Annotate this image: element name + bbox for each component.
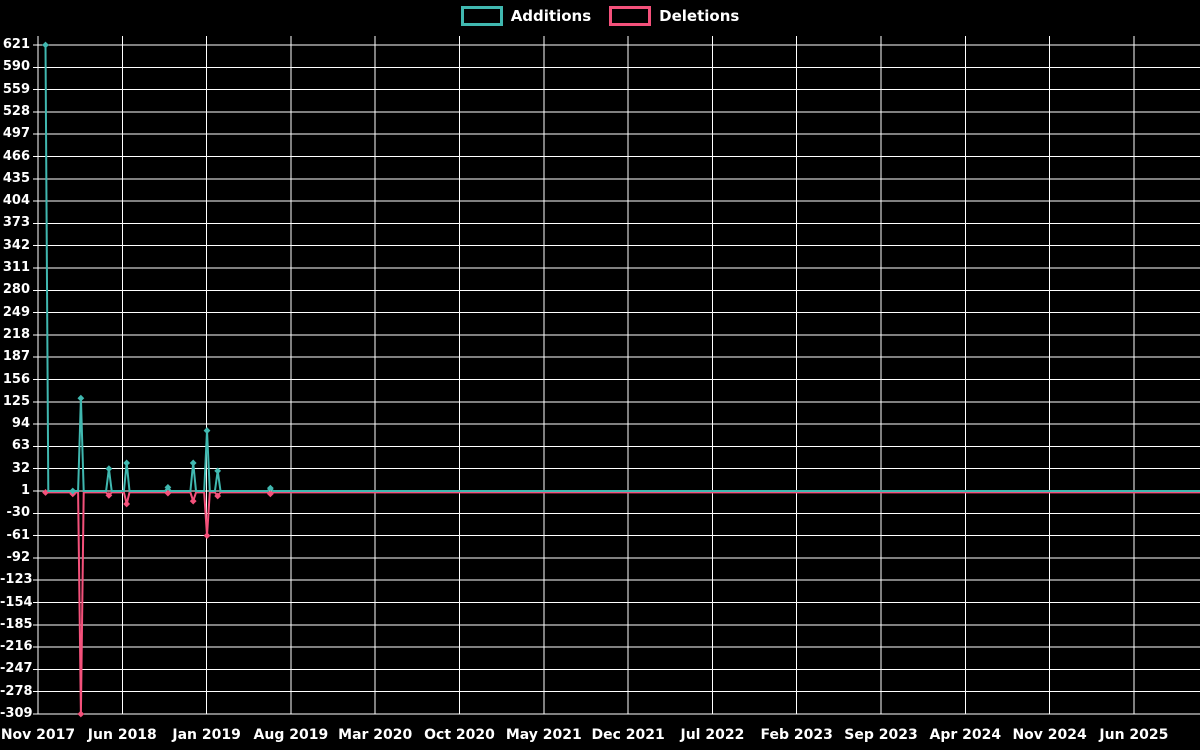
x-tick-label: Jul 2022 bbox=[680, 727, 745, 743]
x-tick-label: Dec 2021 bbox=[591, 727, 665, 743]
x-tick-label: Mar 2020 bbox=[338, 727, 413, 743]
legend-item-deletions[interactable]: Deletions bbox=[609, 6, 739, 26]
additions-marker bbox=[266, 484, 274, 492]
x-tick-label: Jun 2018 bbox=[87, 727, 157, 743]
additions-marker bbox=[105, 465, 113, 473]
y-tick-label: 559 bbox=[2, 81, 30, 97]
additions-marker bbox=[214, 467, 222, 475]
y-tick-label: 342 bbox=[2, 237, 30, 253]
y-tick-label: 94 bbox=[11, 416, 30, 432]
y-tick-label: -123 bbox=[0, 572, 33, 588]
additions-marker bbox=[69, 487, 77, 495]
deletions-swatch-icon bbox=[609, 6, 652, 26]
x-tick-label: Jun 2025 bbox=[1099, 727, 1169, 743]
y-tick-label: -92 bbox=[6, 549, 31, 565]
x-tick-label: Aug 2019 bbox=[253, 727, 329, 743]
deletions-marker bbox=[214, 492, 222, 500]
y-tick-label: 311 bbox=[2, 260, 30, 275]
deletions-marker bbox=[42, 489, 49, 496]
y-tick-label: 435 bbox=[2, 170, 30, 186]
y-tick-label: 404 bbox=[2, 193, 30, 209]
deletions-marker bbox=[105, 491, 113, 499]
deletions-marker bbox=[203, 532, 211, 539]
x-tick-label: Nov 2017 bbox=[0, 727, 76, 743]
y-tick-label: -278 bbox=[0, 683, 33, 699]
additions-marker bbox=[189, 459, 197, 467]
x-tick-label: Apr 2024 bbox=[929, 727, 1002, 743]
y-tick-label: -247 bbox=[0, 661, 33, 677]
y-tick-label: -154 bbox=[0, 594, 33, 610]
x-tick-label: Nov 2024 bbox=[1012, 727, 1087, 743]
y-tick-label: 32 bbox=[11, 460, 30, 476]
y-tick-label: 373 bbox=[2, 215, 30, 231]
y-tick-label: 249 bbox=[2, 304, 30, 320]
y-tick-label: -216 bbox=[0, 639, 33, 655]
deletions-marker bbox=[123, 500, 131, 508]
y-tick-label: 1 bbox=[20, 483, 30, 498]
y-tick-label: 218 bbox=[2, 326, 30, 342]
x-tick-label: May 2021 bbox=[505, 727, 582, 743]
additions-swatch-icon bbox=[460, 6, 503, 26]
y-tick-label: 466 bbox=[2, 148, 30, 164]
x-tick-label: Sep 2023 bbox=[844, 727, 918, 743]
additions-marker bbox=[164, 484, 172, 491]
y-tick-label: 528 bbox=[2, 103, 30, 119]
y-tick-label: 187 bbox=[2, 349, 30, 365]
additions-marker bbox=[77, 394, 85, 402]
deletions-marker bbox=[164, 489, 172, 497]
additions-marker bbox=[123, 459, 131, 467]
deletions-marker bbox=[77, 710, 85, 718]
legend-label-additions: Additions bbox=[510, 6, 592, 25]
y-tick-label: 63 bbox=[11, 438, 30, 454]
y-tick-label: 280 bbox=[2, 282, 30, 298]
legend-label-deletions: Deletions bbox=[659, 6, 740, 25]
x-tick-label: Feb 2023 bbox=[760, 727, 833, 743]
y-tick-label: 497 bbox=[2, 126, 30, 142]
x-tick-label: Jan 2019 bbox=[172, 727, 241, 743]
legend-item-additions[interactable]: Additions bbox=[460, 6, 592, 26]
deletions-marker bbox=[266, 490, 274, 498]
deletions-marker bbox=[189, 497, 197, 505]
y-tick-label: 590 bbox=[2, 59, 30, 75]
chart-legend: Additions Deletions bbox=[0, 6, 1200, 26]
y-tick-label: -185 bbox=[0, 616, 33, 632]
additions-marker bbox=[203, 427, 211, 434]
y-tick-label: 125 bbox=[2, 393, 30, 409]
y-tick-label: 621 bbox=[2, 37, 30, 52]
x-tick-label: Oct 2020 bbox=[424, 727, 495, 743]
y-tick-label: -30 bbox=[6, 505, 31, 521]
additions-marker bbox=[42, 41, 49, 49]
y-tick-label: 156 bbox=[2, 371, 30, 387]
y-tick-label: -309 bbox=[0, 706, 33, 721]
y-tick-label: -61 bbox=[6, 527, 31, 543]
